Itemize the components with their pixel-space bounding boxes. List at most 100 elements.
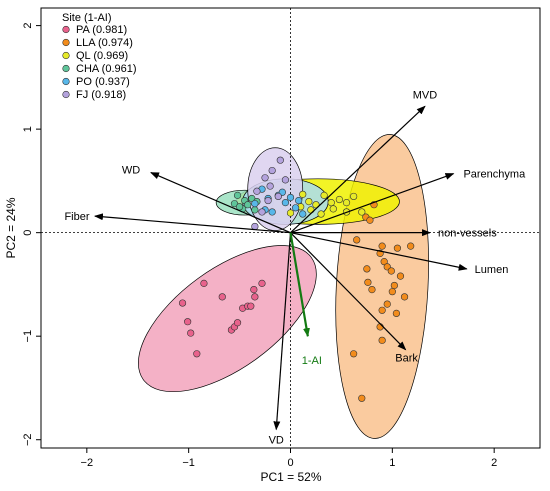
- point-po: [299, 210, 307, 218]
- x-axis-label: PC1 = 52%: [260, 470, 321, 484]
- point-lla: [390, 281, 398, 290]
- point-lla: [400, 293, 409, 301]
- point-lla: [378, 306, 386, 314]
- y-tick-label: 2: [22, 23, 34, 29]
- point-lla: [396, 272, 405, 280]
- points-layer: [178, 156, 415, 402]
- loading-arrow-fiber: [93, 213, 291, 234]
- point-pa: [250, 286, 258, 294]
- loading-arrows-layer: MVD Parenchyma WD Fiber non-vessels Lumen Bark…: [64, 89, 526, 446]
- legend-marker: [62, 90, 70, 99]
- point-fj: [258, 208, 266, 216]
- point-po: [251, 200, 259, 208]
- point-cha: [235, 203, 244, 211]
- point-lla: [353, 236, 361, 244]
- legend-label: QL (0.969): [76, 50, 128, 62]
- point-po: [295, 196, 303, 205]
- x-tick-label: −1: [182, 457, 195, 469]
- point-fj: [276, 156, 284, 164]
- point-ql: [286, 209, 295, 217]
- legend-label: PO (0.937): [76, 76, 130, 88]
- point-cha: [233, 191, 242, 199]
- point-ql: [342, 199, 351, 207]
- loading-arrow-bark: [290, 232, 407, 351]
- point-pa: [193, 350, 201, 358]
- legend-label: PA (0.981): [76, 24, 127, 36]
- point-pa: [258, 279, 266, 287]
- point-ql: [299, 190, 307, 198]
- x-tick-label: 1: [389, 457, 395, 469]
- point-ql: [327, 199, 335, 207]
- point-pa: [218, 293, 226, 301]
- legend-label: LLA (0.974): [76, 37, 133, 49]
- point-lla: [378, 242, 386, 250]
- ticks-layer: −2 −1 0 1 2 −2 −1 0 1 2: [22, 23, 497, 469]
- point-fj: [253, 187, 261, 195]
- loading-label-fiber: Fiber: [64, 211, 89, 223]
- point-ql: [317, 210, 325, 218]
- loading-arrow-lumen: [290, 232, 468, 271]
- point-lla: [358, 394, 366, 402]
- point-lla: [363, 265, 371, 273]
- ellipse-pa: [138, 245, 317, 393]
- loading-label-wd: WD: [122, 165, 140, 177]
- point-pa: [187, 329, 195, 337]
- legend-marker: [62, 51, 70, 60]
- ellipses-layer: [138, 134, 429, 439]
- point-ql: [320, 191, 328, 199]
- point-ql: [305, 198, 313, 206]
- point-ql: [329, 205, 337, 213]
- y-tick-label: 1: [22, 126, 34, 132]
- point-lla: [392, 309, 401, 318]
- point-fj: [266, 182, 274, 190]
- point-lla: [364, 278, 372, 286]
- x-tick-label: 0: [287, 457, 293, 469]
- point-po: [286, 193, 295, 202]
- loading-arrow-parenchyma: [290, 173, 455, 234]
- loading-label-1-ai: 1-AI: [302, 355, 322, 367]
- legend-label: FJ (0.918): [76, 89, 126, 101]
- legend-marker: [62, 38, 70, 47]
- point-pa: [247, 302, 255, 310]
- loading-arrow-wd: [150, 172, 291, 234]
- point-po: [291, 204, 300, 212]
- point-ql: [350, 192, 358, 201]
- loading-arrow-vd: [273, 232, 292, 431]
- point-lla: [350, 350, 358, 358]
- loading-arrow-1-ai: [289, 232, 310, 338]
- point-lla: [378, 336, 386, 344]
- point-pa: [178, 299, 187, 307]
- point-lla: [407, 242, 415, 250]
- legend: Site (1-AI) PA (0.981)LLA (0.974)QL (0.9…: [62, 12, 137, 101]
- y-tick-label: −1: [22, 330, 34, 343]
- point-fj: [261, 174, 269, 182]
- point-lla: [368, 286, 376, 294]
- y-tick-label: 0: [22, 230, 34, 236]
- point-fj: [281, 176, 290, 184]
- point-po: [268, 208, 276, 216]
- point-lla: [393, 244, 402, 252]
- legend-title: Site (1-AI): [62, 12, 112, 24]
- point-ql: [335, 195, 343, 204]
- y-axis-label: PC2 = 24%: [4, 197, 18, 258]
- point-fj: [251, 222, 259, 231]
- point-pa: [251, 293, 259, 301]
- loading-arrow-mvd: [290, 105, 426, 234]
- x-tick-label: −2: [81, 457, 94, 469]
- point-fj: [274, 192, 282, 201]
- x-tick-label: 2: [491, 457, 497, 469]
- point-lla: [366, 216, 374, 224]
- loading-label-non-vessels: non-vessels: [438, 228, 497, 240]
- point-pa: [184, 318, 192, 326]
- y-tick-label: −2: [22, 433, 34, 446]
- legend-marker: [62, 25, 70, 34]
- point-lla: [387, 267, 395, 275]
- point-pa: [200, 279, 208, 287]
- legend-marker: [62, 77, 70, 86]
- ellipse-lla: [335, 134, 429, 439]
- loading-label-mvd: MVD: [413, 89, 438, 101]
- loading-label-parenchyma: Parenchyma: [463, 169, 526, 181]
- point-fj: [264, 196, 272, 205]
- point-cha: [244, 201, 252, 209]
